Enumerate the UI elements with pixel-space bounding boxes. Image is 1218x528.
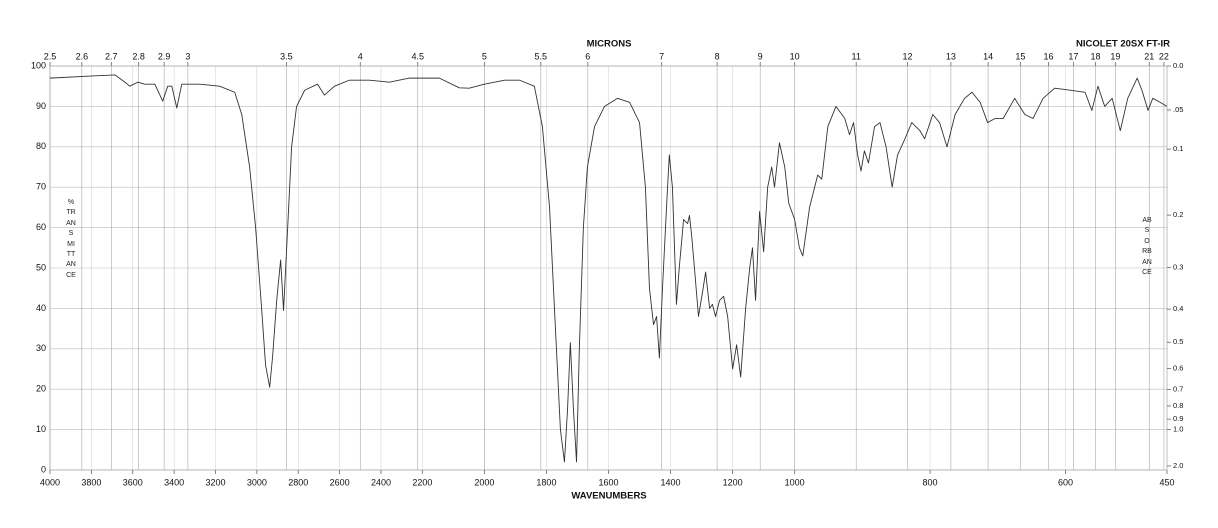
x2-tick-label: 11 — [852, 51, 861, 61]
y-tick-label: 50 — [36, 262, 46, 272]
x2-tick-label: 5.5 — [535, 51, 548, 61]
x2-tick-label: 7 — [659, 51, 664, 61]
x-tick-label: 800 — [923, 477, 938, 487]
y2-tick-label: 0.6 — [1173, 364, 1183, 373]
y-tick-label: 60 — [36, 222, 46, 232]
y-tick-label: 30 — [36, 343, 46, 353]
x2-tick-label: 6 — [585, 51, 590, 61]
x2-tick-label: 10 — [790, 51, 800, 61]
x-tick-label: 2400 — [371, 477, 391, 487]
x-tick-label: 4000 — [40, 477, 60, 487]
x2-axis-label: MICRONS — [587, 39, 632, 50]
y2-tick-label: .05 — [1173, 105, 1183, 114]
x2-tick-label: 4.5 — [411, 51, 424, 61]
y-axis-label: %TRANSMITTANCE — [66, 199, 76, 279]
x2-tick-label: 9 — [758, 51, 763, 61]
x2-tick-label: 19 — [1110, 51, 1120, 61]
y2-tick-label: 1.0 — [1173, 425, 1183, 434]
x-axis-label: WAVENUMBERS — [571, 491, 646, 502]
x2-tick-label: 21 — [1144, 51, 1154, 61]
y2-tick-label: 0.0 — [1173, 61, 1183, 70]
y2-axis-label: ABSORBANCE — [1142, 217, 1152, 277]
x2-tick-label: 2.7 — [105, 51, 118, 61]
y2-tick-label: 0.8 — [1173, 401, 1183, 410]
x-tick-label: 3800 — [81, 477, 101, 487]
y-tick-label: 10 — [36, 424, 46, 434]
y-tick-label: 80 — [36, 141, 46, 151]
x-tick-label: 2000 — [474, 477, 494, 487]
y2-tick-label: 0.1 — [1173, 144, 1183, 153]
x-tick-label: 1400 — [661, 477, 681, 487]
y-tick-label: 100 — [31, 60, 46, 70]
y2-tick-label: 0.5 — [1173, 337, 1183, 346]
y2-tick-label: 2.0 — [1173, 461, 1183, 470]
y2-tick-label: 0.3 — [1173, 263, 1183, 272]
x2-tick-label: 3.5 — [280, 51, 293, 61]
chart-title: NICOLET 20SX FT-IR — [1076, 39, 1170, 50]
x2-tick-label: 2.5 — [44, 51, 57, 61]
x2-tick-label: 2.8 — [132, 51, 145, 61]
y2-tick-label: 0.4 — [1173, 304, 1183, 313]
x2-tick-label: 3 — [185, 51, 190, 61]
x2-tick-label: 18 — [1091, 51, 1101, 61]
x-tick-label: 3200 — [205, 477, 225, 487]
x2-tick-label: 17 — [1068, 51, 1078, 61]
x-tick-label: 3000 — [247, 477, 267, 487]
x2-tick-label: 5 — [482, 51, 487, 61]
x-tick-label: 2600 — [330, 477, 350, 487]
x-tick-label: 3400 — [164, 477, 184, 487]
x2-tick-label: 4 — [358, 51, 363, 61]
x-tick-label: 3600 — [123, 477, 143, 487]
x-tick-label: 2800 — [288, 477, 308, 487]
y-tick-label: 40 — [36, 303, 46, 313]
x2-tick-label: 16 — [1044, 51, 1054, 61]
y-tick-label: 20 — [36, 384, 46, 394]
y-tick-label: 90 — [36, 101, 46, 111]
spectrum-line — [49, 74, 1168, 463]
x-tick-label: 1000 — [785, 477, 805, 487]
x-tick-label: 1600 — [598, 477, 618, 487]
y-tick-label: 70 — [36, 182, 46, 192]
x2-tick-label: 2.9 — [158, 51, 171, 61]
x-tick-label: 2200 — [412, 477, 432, 487]
x2-tick-label: 22 — [1159, 51, 1169, 61]
x2-tick-label: 15 — [1015, 51, 1025, 61]
x2-tick-label: 13 — [946, 51, 956, 61]
y2-tick-label: 0.2 — [1173, 210, 1183, 219]
y2-tick-label: 0.7 — [1173, 384, 1183, 393]
x-tick-label: 600 — [1058, 477, 1073, 487]
y2-tick-label: 0.9 — [1173, 414, 1183, 423]
x2-tick-label: 12 — [902, 51, 912, 61]
x-tick-label: 1200 — [723, 477, 743, 487]
x2-tick-label: 14 — [983, 51, 993, 61]
x-tick-label: 450 — [1159, 477, 1174, 487]
x2-tick-label: 8 — [715, 51, 720, 61]
x2-tick-label: 2.6 — [76, 51, 89, 61]
y-tick-label: 0 — [41, 464, 46, 474]
x-tick-label: 1800 — [536, 477, 556, 487]
